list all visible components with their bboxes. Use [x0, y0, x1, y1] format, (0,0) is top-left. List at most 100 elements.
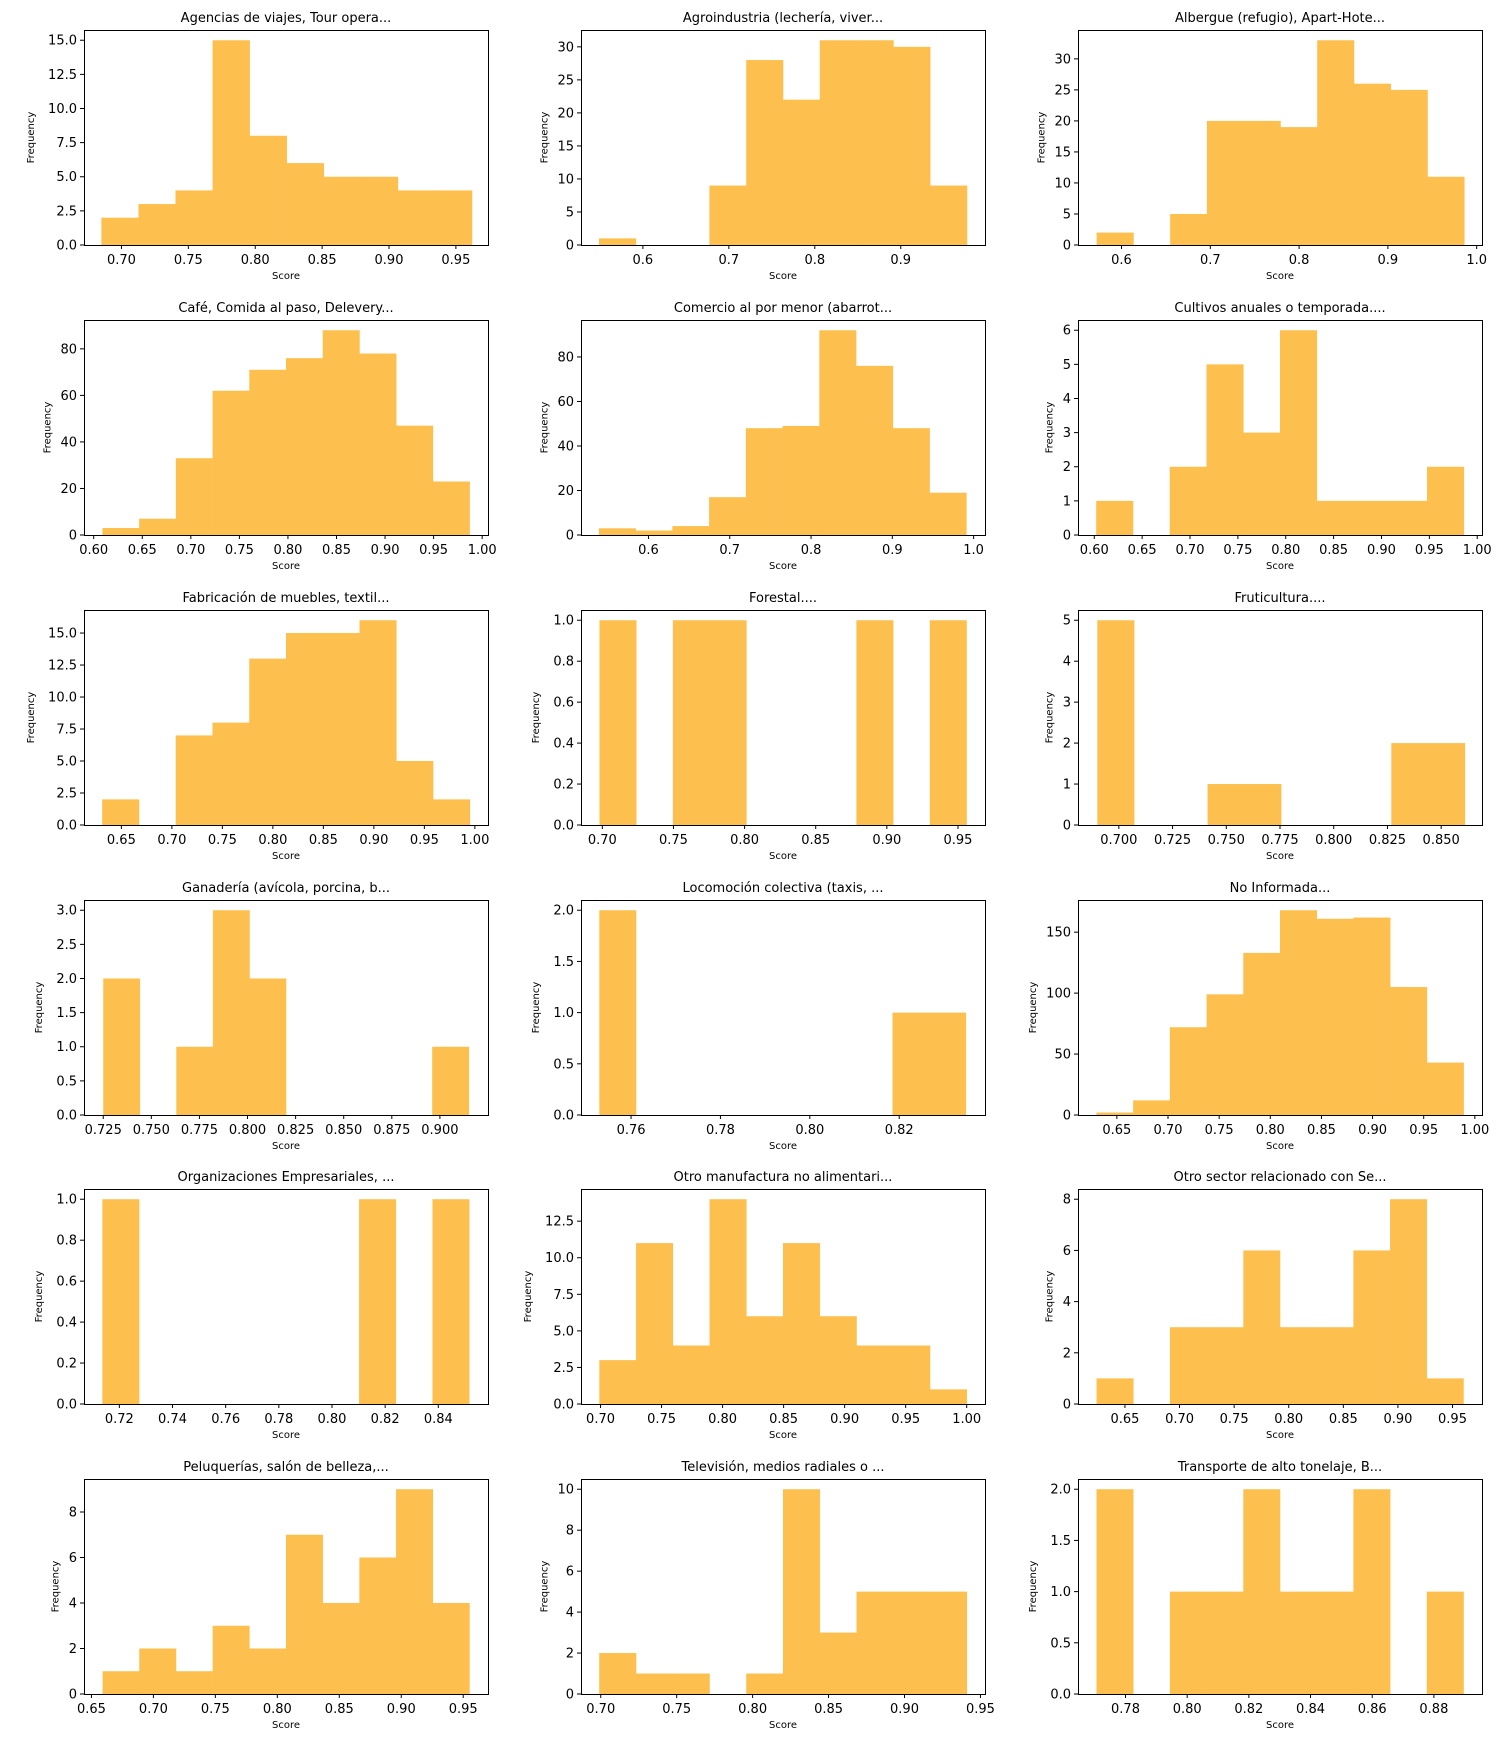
y-tick-label: 0.0 [553, 819, 574, 834]
histogram-bar [783, 1489, 821, 1694]
histogram-bar [1353, 1489, 1391, 1694]
histogram-bar [1206, 1327, 1244, 1404]
x-tick-label: 0.78 [264, 1412, 293, 1427]
axes-frame [84, 320, 489, 536]
histogram-bar [1280, 1327, 1317, 1404]
chart-title: Otro manufactura no alimentari... [674, 1170, 893, 1185]
x-tick-label: 0.80 [738, 1702, 767, 1717]
histogram-bar [599, 910, 637, 1115]
y-tick-label: 5.0 [56, 170, 77, 185]
chart-8: 0.700 0.725 0.750 0.775 0.800 0.825 0.850 0 1 2 3 4… [1045, 591, 1483, 862]
histogram-bar [929, 1389, 967, 1404]
histogram-bar [397, 190, 436, 245]
x-tick-label: 0.65 [107, 833, 136, 848]
axes-frame [84, 610, 489, 826]
y-tick-label: 2.5 [553, 1361, 574, 1376]
histogram-bar [396, 1489, 434, 1694]
y-tick-label: 0.0 [553, 1109, 574, 1124]
x-tick-label: 0.9 [1378, 253, 1399, 268]
x-axis-label: Score [769, 1141, 797, 1152]
x-tick-label: 0.825 [1369, 833, 1406, 848]
x-tick-label: 0.75 [647, 1412, 676, 1427]
x-tick-label: 0.700 [1100, 833, 1137, 848]
axes-frame [581, 30, 986, 246]
histogram-bar [175, 190, 213, 245]
histogram-bar [1353, 83, 1392, 245]
y-tick-label: 0.0 [56, 239, 77, 254]
x-tick-label: 0.60 [79, 543, 108, 558]
histogram-bar [929, 1012, 967, 1115]
y-axis-label: Frequency [34, 982, 45, 1034]
y-tick-label: 2 [1063, 1346, 1071, 1361]
histogram-bar [1206, 994, 1244, 1115]
histogram-bar [1243, 952, 1281, 1115]
x-tick-label: 0.90 [359, 833, 388, 848]
histogram-bar [599, 620, 637, 825]
x-tick-label: 0.85 [801, 833, 830, 848]
x-tick-label: 1.00 [952, 1412, 981, 1427]
histogram-bar [286, 633, 324, 825]
histogram-bar [1169, 1027, 1207, 1115]
y-tick-label: 12.5 [545, 1215, 574, 1230]
y-tick-label: 5 [566, 205, 574, 220]
y-tick-label: 0.0 [56, 1109, 77, 1124]
histogram-bar [783, 99, 821, 245]
x-axis-label: Score [1266, 1720, 1294, 1731]
histogram-bar [286, 1534, 323, 1694]
y-axis-label: Frequency [1028, 1561, 1039, 1613]
histogram-bar [175, 1671, 213, 1694]
y-axis-label: Frequency [1045, 402, 1056, 454]
histogram-bar [249, 135, 287, 245]
x-tick-label: 0.70 [586, 1412, 615, 1427]
x-tick-label: 0.75 [225, 543, 254, 558]
histogram-bar [359, 353, 397, 535]
histogram-bar [175, 458, 213, 535]
y-axis-label: Frequency [531, 692, 542, 744]
x-tick-label: 0.775 [181, 1123, 218, 1138]
y-tick-label: 80 [557, 350, 574, 365]
histogram-bar [599, 1653, 637, 1694]
x-tick-label: 0.82 [1234, 1702, 1263, 1717]
histogram-bar [892, 428, 930, 535]
histogram-bar [432, 1602, 470, 1694]
y-tick-label: 1.0 [553, 614, 574, 629]
x-tick-label: 0.775 [1261, 833, 1298, 848]
x-axis-label: Score [769, 1430, 797, 1441]
x-tick-label: 0.800 [1315, 833, 1352, 848]
y-tick-label: 8 [69, 1505, 77, 1520]
histogram-bar [599, 1360, 637, 1404]
x-axis-label: Score [1266, 271, 1294, 282]
histogram-bar [893, 1345, 931, 1404]
histogram-bar [856, 365, 894, 535]
histogram-bar [746, 1316, 784, 1404]
x-tick-label: 0.85 [1319, 543, 1348, 558]
x-tick-label: 0.85 [1307, 1123, 1336, 1138]
y-tick-label: 7.5 [56, 136, 77, 151]
y-tick-label: 0 [1063, 529, 1071, 544]
x-tick-label: 0.900 [421, 1123, 458, 1138]
histogram-bar [1243, 432, 1281, 535]
histogram-bar [1426, 1378, 1464, 1404]
histogram-bar [1280, 1591, 1317, 1694]
y-tick-label: 5 [1063, 358, 1071, 373]
histogram-bar [746, 1673, 784, 1694]
x-tick-label: 0.80 [1274, 1412, 1303, 1427]
y-tick-label: 6 [1063, 324, 1071, 339]
y-tick-label: 10.0 [545, 1251, 574, 1266]
histogram-bar [819, 40, 857, 245]
histogram-bar [1353, 1250, 1391, 1404]
y-tick-label: 60 [60, 389, 77, 404]
histogram-bar [709, 185, 747, 245]
y-tick-label: 1.0 [553, 1006, 574, 1021]
x-tick-label: 0.9 [882, 543, 903, 558]
x-axis-label: Score [769, 561, 797, 572]
histogram-bar [322, 633, 360, 825]
x-tick-label: 0.90 [890, 1702, 919, 1717]
y-tick-label: 25 [557, 73, 574, 88]
histogram-bar [212, 390, 250, 535]
histogram-bar [101, 217, 139, 245]
y-tick-label: 3 [1063, 426, 1071, 441]
histogram-bar [1353, 917, 1391, 1115]
histogram-bar [1096, 1378, 1134, 1404]
x-tick-label: 0.65 [1128, 543, 1157, 558]
